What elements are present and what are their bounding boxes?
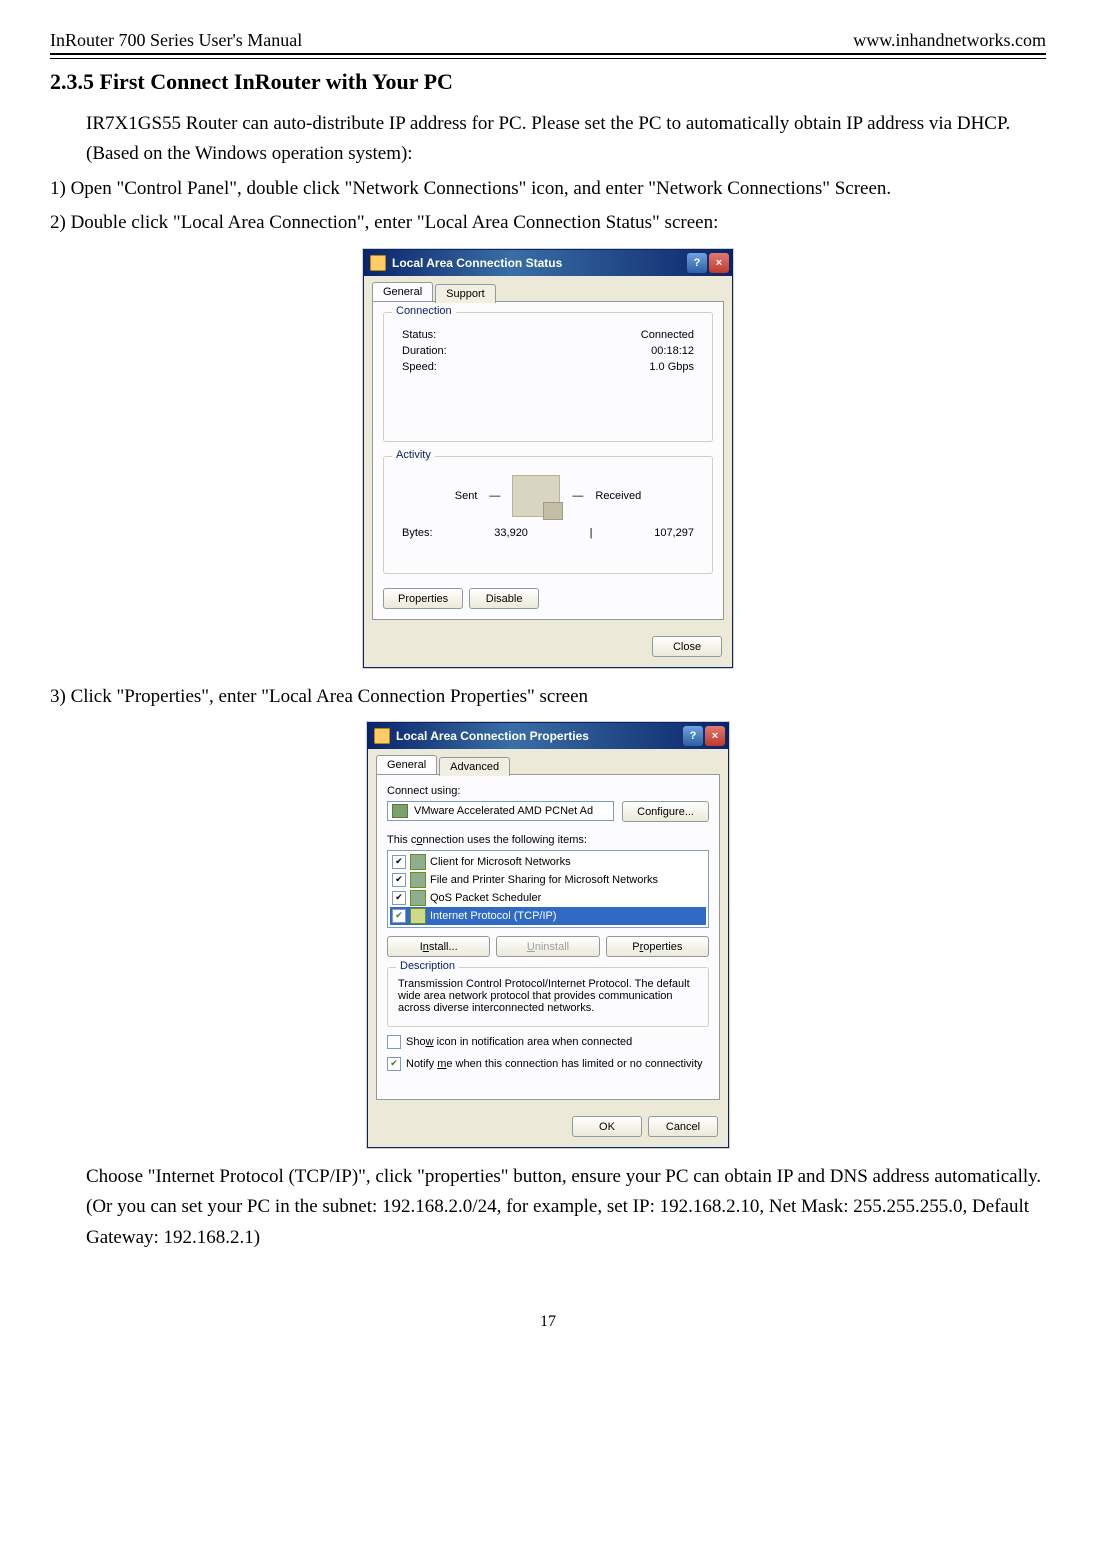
list-item[interactable]: ✔ Client for Microsoft Networks xyxy=(390,853,706,871)
fig2-titlebar: Local Area Connection Properties ? × xyxy=(368,723,728,749)
list-item[interactable]: ✔ File and Printer Sharing for Microsoft… xyxy=(390,871,706,889)
list-item-label: QoS Packet Scheduler xyxy=(430,892,541,904)
network-adapter-icon xyxy=(392,804,408,818)
fig2-help-button[interactable]: ? xyxy=(683,726,703,746)
checkbox-icon[interactable]: ✔ xyxy=(392,855,406,869)
hdr-left: InRouter 700 Series User's Manual xyxy=(50,30,302,51)
fig2-items-label: This connection uses the following items… xyxy=(387,834,587,846)
fig2-desc-text: Transmission Control Protocol/Internet P… xyxy=(398,978,690,1014)
fig2-show-icon-row[interactable]: Show icon in notification area when conn… xyxy=(387,1035,709,1049)
fig2-show-icon-label: Show icon in notification area when conn… xyxy=(406,1036,632,1048)
checkbox-icon[interactable] xyxy=(387,1035,401,1049)
fig1-close-button-footer[interactable]: Close xyxy=(652,636,722,657)
client-icon xyxy=(410,854,426,870)
list-item-label: Internet Protocol (TCP/IP) xyxy=(430,910,557,922)
fig1-dialog: Local Area Connection Status ? × General… xyxy=(363,249,733,668)
fig2-configure-button[interactable]: Configure... xyxy=(622,801,709,822)
fig1-speed-label: Speed: xyxy=(402,361,437,373)
fig2-title: Local Area Connection Properties xyxy=(396,729,589,743)
list-item-label: Client for Microsoft Networks xyxy=(430,856,571,868)
fig2-tab-general[interactable]: General xyxy=(376,755,437,774)
fig2-items-listbox[interactable]: ✔ Client for Microsoft Networks ✔ File a… xyxy=(387,850,709,928)
list-item-label: File and Printer Sharing for Microsoft N… xyxy=(430,874,658,886)
fig2-cancel-button[interactable]: Cancel xyxy=(648,1116,718,1137)
intro-text: IR7X1GS55 Router can auto-distribute IP … xyxy=(86,109,1046,170)
fig2-adapter-field: VMware Accelerated AMD PCNet Ad xyxy=(387,801,614,821)
fig1-bytes-recv: 107,297 xyxy=(654,527,694,539)
fig2-desc-title: Description xyxy=(396,960,459,972)
fig2-adapter-value: VMware Accelerated AMD PCNet Ad xyxy=(414,805,593,817)
fig1-bytes-label: Bytes: xyxy=(402,527,433,539)
fig2-description-box: Description Transmission Control Protoco… xyxy=(387,967,709,1027)
fig1-title: Local Area Connection Status xyxy=(392,256,562,270)
fig1-sent-label: Sent xyxy=(455,490,478,502)
fig2-notify-row[interactable]: ✔ Notify me when this connection has lim… xyxy=(387,1057,709,1071)
fig1-status-label: Status: xyxy=(402,329,436,341)
after-fig2-text: Choose "Internet Protocol (TCP/IP)", cli… xyxy=(86,1162,1046,1253)
checkbox-icon[interactable]: ✔ xyxy=(387,1057,401,1071)
step-3: 3) Click "Properties", enter "Local Area… xyxy=(50,682,1046,712)
fig1-help-button[interactable]: ? xyxy=(687,253,707,273)
protocol-icon xyxy=(410,908,426,924)
fig2-ok-button[interactable]: OK xyxy=(572,1116,642,1137)
page-number: 17 xyxy=(50,1313,1046,1331)
fig1-speed-value: 1.0 Gbps xyxy=(649,361,694,373)
service-icon xyxy=(410,872,426,888)
fig2-properties-button[interactable]: Properties xyxy=(606,936,709,957)
fig1-group-activity: Activity xyxy=(392,449,435,461)
step-2: 2) Double click "Local Area Connection",… xyxy=(50,208,1046,238)
fig1-bytes-sent: 33,920 xyxy=(494,527,528,539)
fig1-title-icon xyxy=(370,255,386,271)
service-icon xyxy=(410,890,426,906)
fig2-notify-label: Notify me when this connection has limit… xyxy=(406,1058,703,1070)
hdr-right: www.inhandnetworks.com xyxy=(853,30,1046,51)
fig2-install-button[interactable]: Install... xyxy=(387,936,490,957)
fig1-received-label: Received xyxy=(595,490,641,502)
fig1-group-connection: Connection xyxy=(392,305,456,317)
fig1-tab-support[interactable]: Support xyxy=(435,284,496,303)
list-item-selected[interactable]: ✔ Internet Protocol (TCP/IP) xyxy=(390,907,706,925)
checkbox-icon[interactable]: ✔ xyxy=(392,891,406,905)
fig1-activity-icon xyxy=(512,475,560,517)
fig1-duration-value: 00:18:12 xyxy=(651,345,694,357)
header-rule xyxy=(50,53,1046,59)
section-title: 2.3.5 First Connect InRouter with Your P… xyxy=(50,69,1046,95)
fig1-status-value: Connected xyxy=(641,329,694,341)
checkbox-icon[interactable]: ✔ xyxy=(392,909,406,923)
fig2-title-icon xyxy=(374,728,390,744)
fig1-titlebar: Local Area Connection Status ? × xyxy=(364,250,732,276)
fig2-connect-using-label: Connect using: xyxy=(387,785,709,797)
step-1: 1) Open "Control Panel", double click "N… xyxy=(50,174,1046,204)
fig2-close-button[interactable]: × xyxy=(705,726,725,746)
fig2-dialog: Local Area Connection Properties ? × Gen… xyxy=(367,722,729,1148)
checkbox-icon[interactable]: ✔ xyxy=(392,873,406,887)
fig1-duration-label: Duration: xyxy=(402,345,447,357)
fig1-tab-general[interactable]: General xyxy=(372,282,433,301)
fig2-uninstall-button: Uninstall xyxy=(496,936,599,957)
fig1-disable-button[interactable]: Disable xyxy=(469,588,539,609)
fig2-tab-advanced[interactable]: Advanced xyxy=(439,757,510,776)
fig1-bytes-sep: | xyxy=(590,527,593,539)
fig1-properties-button[interactable]: Properties xyxy=(383,588,463,609)
list-item[interactable]: ✔ QoS Packet Scheduler xyxy=(390,889,706,907)
fig1-close-button[interactable]: × xyxy=(709,253,729,273)
